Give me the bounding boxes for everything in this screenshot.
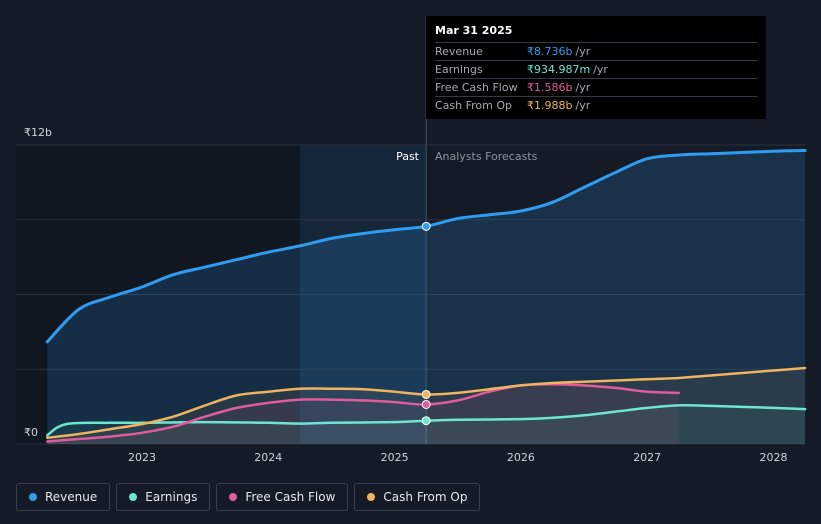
y-tick-label-bottom: ₹0 [24, 426, 38, 439]
legend-label: Cash From Op [383, 490, 468, 504]
fcf-dot-icon [229, 493, 238, 501]
tooltip-date: Mar 31 2025 [435, 24, 513, 37]
fcf-area [47, 384, 679, 444]
tooltip-unit: /yr [575, 81, 591, 94]
tooltip-label: Revenue [435, 45, 483, 58]
legend-item-earnings[interactable]: Earnings [116, 483, 211, 511]
earnings-dot-icon [129, 493, 138, 501]
fcf-line [46, 382, 681, 443]
past-label: Past [396, 150, 420, 163]
tooltip-value: ₹934.987m [527, 63, 591, 76]
revenue-dot-icon [29, 493, 37, 501]
earnings-highlight-point [421, 416, 431, 426]
legend-label: Revenue [45, 490, 98, 504]
legend-label: Free Cash Flow [245, 490, 336, 504]
tooltip-value: ₹1.988b [527, 99, 573, 112]
x-tick-label: 2028 [760, 451, 788, 464]
legend-item-cfo[interactable]: Cash From Op [354, 483, 481, 511]
tooltip-unit: /yr [593, 63, 608, 76]
tooltip-unit: /yr [575, 45, 591, 58]
legend-item-fcf[interactable]: Free Cash Flow [216, 483, 349, 511]
tooltip-value: ₹1.586b [527, 81, 573, 94]
tooltip-row-cfo: Cash From Op ₹1.988b /yr [435, 96, 757, 114]
data-tooltip: Mar 31 2025 Revenue ₹8.736b /yr Earnings… [426, 16, 766, 119]
fcf-highlight-point [421, 399, 431, 409]
cfo-highlight-point [421, 389, 431, 399]
revenue-area [47, 150, 806, 444]
tooltip-label: Free Cash Flow [435, 81, 518, 94]
x-tick-label: 2024 [254, 451, 282, 464]
x-tick-label: 2026 [507, 451, 535, 464]
revenue-highlight-point [421, 221, 431, 231]
legend-item-revenue[interactable]: Revenue [16, 483, 111, 511]
tooltip-label: Earnings [435, 63, 483, 76]
tooltip-row-earnings: Earnings ₹934.987m /yr [435, 60, 757, 78]
forecast-label: Analysts Forecasts [435, 150, 538, 163]
tooltip-label: Cash From Op [435, 99, 513, 112]
x-tick-label: 2023 [128, 451, 156, 464]
tooltip-value: ₹8.736b [527, 45, 573, 58]
cfo-dot-icon [367, 493, 376, 501]
x-tick-label: 2025 [381, 451, 409, 464]
tooltip-row-revenue: Revenue ₹8.736b /yr [435, 42, 757, 60]
tooltip-unit: /yr [575, 99, 591, 112]
chart-legend: Revenue Earnings Free Cash Flow Cash Fro… [16, 483, 481, 511]
y-tick-label-top: ₹12b [24, 126, 52, 139]
tooltip-row-fcf: Free Cash Flow ₹1.586b /yr [435, 78, 757, 96]
x-tick-label: 2027 [633, 451, 661, 464]
legend-label: Earnings [145, 490, 198, 504]
